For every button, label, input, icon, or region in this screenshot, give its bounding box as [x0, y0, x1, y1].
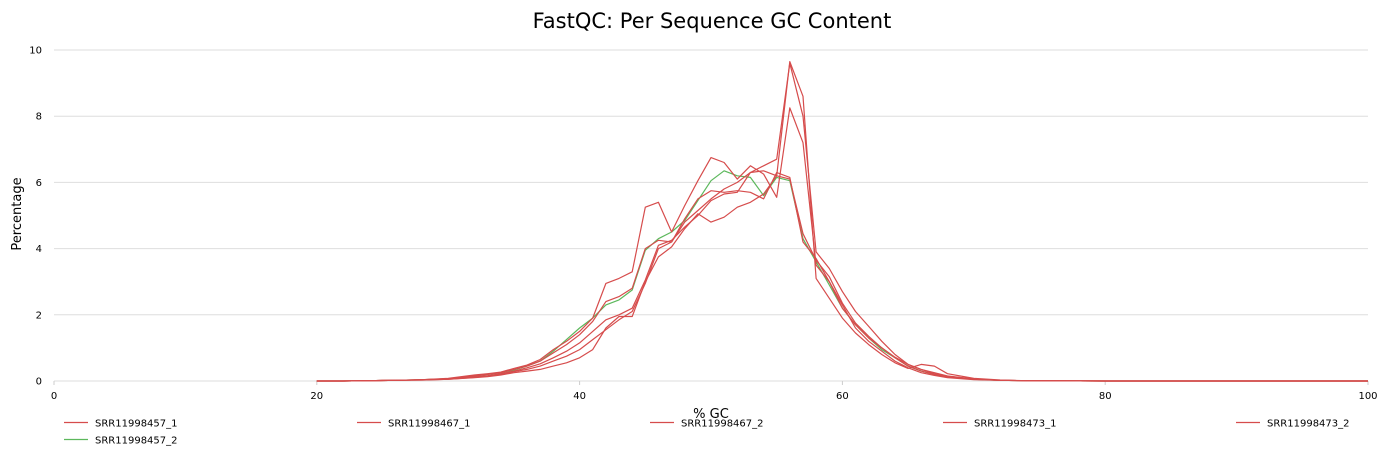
legend-label: SRR11998473_1 — [974, 419, 1057, 430]
legend: SRR11998457_1 SRR11998467_1 SRR11998467_2 S… — [64, 419, 1350, 447]
x-tick-label: 20 — [310, 391, 323, 402]
legend-label: SRR11998467_2 — [681, 419, 764, 430]
legend-label: SRR11998467_1 — [388, 419, 471, 430]
y-tick-label: 8 — [36, 112, 42, 123]
series-line-srr11998467_2[interactable] — [316, 170, 1368, 382]
series-line-srr11998457_2[interactable] — [316, 170, 1368, 382]
series-line-srr11998457_1[interactable] — [316, 171, 1368, 382]
x-tick-label: 40 — [573, 391, 586, 402]
chart-title: FastQC: Per Sequence GC Content — [533, 9, 892, 33]
series-line-srr11998473_1[interactable] — [316, 61, 1368, 382]
x-axis-ticks: 0 20 40 60 80 100 — [51, 381, 1378, 402]
legend-item[interactable]: SRR11998467_2 — [650, 419, 764, 430]
x-tick-label: 100 — [1358, 391, 1377, 402]
legend-item[interactable]: SRR11998457_2 — [64, 436, 178, 447]
series-line-srr11998473_2[interactable] — [316, 62, 1368, 382]
x-tick-label: 0 — [51, 391, 57, 402]
x-axis-label: % GC — [693, 407, 729, 422]
y-tick-label: 2 — [36, 310, 42, 321]
legend-label: SRR11998457_1 — [95, 419, 178, 430]
legend-label: SRR11998457_2 — [95, 436, 178, 447]
y-axis-ticks: 0 2 4 6 8 10 — [29, 46, 42, 388]
legend-item[interactable]: SRR11998473_2 — [1236, 419, 1350, 430]
y-tick-label: 4 — [36, 244, 42, 255]
plot-lines — [316, 61, 1368, 382]
legend-label: SRR11998473_2 — [1267, 419, 1350, 430]
y-tick-label: 0 — [36, 377, 42, 388]
x-tick-label: 60 — [836, 391, 849, 402]
y-tick-label: 6 — [36, 178, 42, 189]
x-tick-label: 80 — [1099, 391, 1112, 402]
series-line-srr11998467_1[interactable] — [316, 107, 1368, 382]
legend-item[interactable]: SRR11998467_1 — [357, 419, 471, 430]
legend-item[interactable]: SRR11998457_1 — [64, 419, 178, 430]
y-axis-label: Percentage — [10, 177, 25, 250]
y-tick-label: 10 — [29, 46, 42, 57]
gridlines — [54, 49, 1368, 382]
legend-item[interactable]: SRR11998473_1 — [943, 419, 1057, 430]
